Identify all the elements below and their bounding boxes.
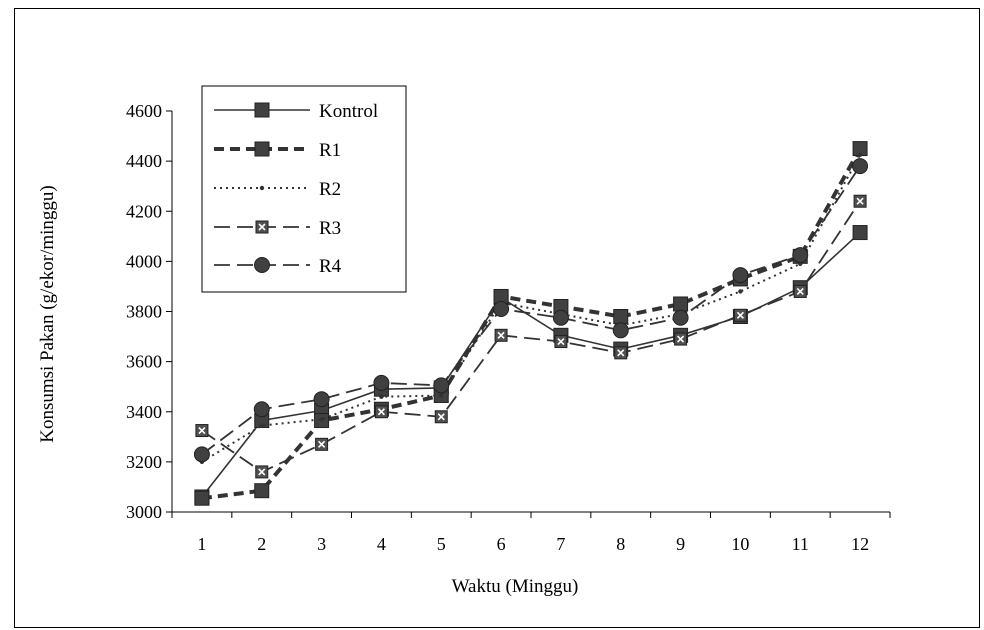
y-tick-label: 3400 [126, 402, 162, 422]
data-point-cross [617, 349, 625, 357]
legend-label: R3 [319, 218, 341, 239]
data-point [852, 158, 869, 175]
x-tick-label: 5 [437, 534, 446, 554]
data-point [195, 424, 209, 438]
x-tick-label: 1 [197, 534, 206, 554]
data-point-cross [557, 338, 565, 346]
data-point-cross [856, 197, 864, 205]
data-point [373, 374, 390, 391]
legend-entry-kontrol: Kontrol [214, 101, 378, 122]
data-point [614, 346, 628, 360]
data-point [552, 309, 569, 326]
data-point [433, 377, 450, 394]
data-point-cross [198, 426, 206, 435]
legend-label: Kontrol [319, 101, 378, 122]
data-point-cross [437, 413, 445, 421]
x-tick-label: 10 [731, 534, 749, 554]
x-tick-label: 8 [616, 534, 625, 554]
data-point-cross [497, 331, 505, 339]
data-point [852, 225, 868, 241]
data-point [738, 289, 743, 294]
data-point-cross [377, 408, 385, 416]
y-tick-label: 3000 [126, 502, 162, 522]
y-tick-label: 3800 [126, 302, 162, 322]
data-point [494, 328, 508, 342]
data-point-cross [318, 440, 326, 448]
series-r4 [193, 158, 869, 463]
data-point [255, 465, 269, 479]
data-point [254, 141, 270, 157]
data-point-cross [796, 287, 804, 296]
x-tick-label: 7 [556, 534, 565, 554]
x-tick-label: 11 [792, 534, 809, 554]
data-point [792, 247, 809, 264]
data-point [612, 322, 629, 339]
data-point [379, 394, 384, 399]
legend-label: R1 [319, 140, 341, 161]
y-axis-title: Konsumsi Pakan (g/ekor/minggu) [37, 185, 58, 443]
legend-label: R2 [319, 179, 341, 200]
x-axis-title: Waktu (Minggu) [452, 576, 579, 597]
data-point [319, 417, 324, 422]
data-point [674, 332, 688, 346]
data-point [253, 401, 270, 418]
data-point [673, 296, 689, 312]
x-tick-label: 9 [676, 534, 685, 554]
legend: Kontrol R1 R2 R3 R4 [201, 85, 407, 293]
legend-label: R4 [319, 256, 342, 277]
data-point [732, 267, 749, 284]
data-point-cross [258, 468, 266, 476]
data-point [315, 437, 329, 451]
data-point [194, 490, 210, 506]
data-point [193, 446, 210, 463]
data-point [733, 308, 747, 322]
y-tick-label: 4600 [126, 101, 162, 121]
data-point [554, 335, 568, 349]
series-line [201, 200, 861, 473]
x-tick-label: 6 [497, 534, 506, 554]
data-point [254, 483, 270, 499]
y-tick-label: 4200 [126, 201, 162, 221]
legend-entry-r3: R3 [214, 218, 341, 239]
series-r3 [195, 194, 867, 479]
x-tick-label: 2 [257, 534, 266, 554]
data-point [439, 393, 444, 398]
y-tick-label: 3600 [126, 352, 162, 372]
chart-frame [14, 8, 980, 628]
legend-entry-r1: R1 [214, 140, 341, 161]
y-tick-label: 4400 [126, 151, 162, 171]
series-line [201, 147, 862, 501]
data-point [259, 185, 265, 191]
data-point [313, 391, 330, 408]
x-tick-label: 12 [851, 534, 869, 554]
data-point [853, 194, 867, 208]
data-point [255, 220, 269, 234]
data-point [374, 405, 388, 419]
series-line [201, 154, 861, 463]
data-point [493, 300, 510, 317]
data-point [254, 257, 270, 273]
legend-entry-r4: R4 [214, 256, 342, 277]
legend-entry-r2: R2 [214, 179, 341, 200]
data-point-cross [677, 335, 685, 343]
data-point [259, 423, 264, 428]
y-tick-label: 3200 [126, 452, 162, 472]
data-point [254, 102, 270, 118]
data-point [793, 284, 807, 298]
data-point [672, 309, 689, 326]
data-point [613, 309, 629, 325]
data-point [434, 410, 448, 424]
data-point-cross [258, 223, 266, 231]
y-tick-label: 4000 [126, 251, 162, 271]
data-point-cross [736, 311, 744, 319]
series-line [201, 165, 861, 456]
data-point [857, 152, 863, 158]
x-tick-label: 3 [317, 534, 326, 554]
x-tick-label: 4 [377, 534, 386, 554]
